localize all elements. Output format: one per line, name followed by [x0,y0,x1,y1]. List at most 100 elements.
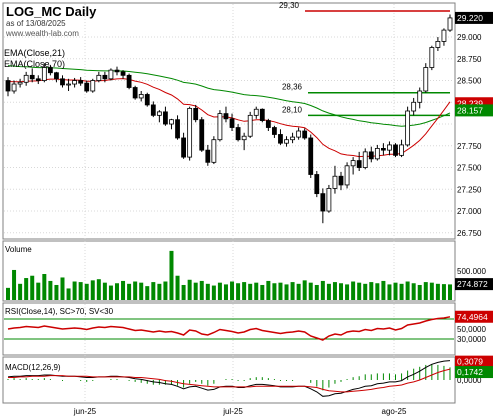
candle-body [387,144,392,151]
candle-body [241,135,247,141]
volume-bar [248,283,253,300]
candle-body [399,144,404,156]
candle-body [181,137,186,158]
candle-body [120,71,126,76]
candle-body [35,78,41,81]
axis-labels: 29.00028.75028.50028.25027.75027.50027.2… [73,11,493,416]
volume-bar [399,283,404,300]
candles [5,14,453,224]
candle-body [138,94,144,99]
x-tick-label: ago-25 [382,407,407,416]
candle-body [90,80,96,92]
candle-body [108,69,114,80]
ema70-line [7,65,451,127]
volume-bar [290,282,295,300]
rsi-tick-label: 30,0000 [457,335,486,344]
candle-body [411,101,417,112]
candle-body [175,119,180,139]
candle-body [17,81,23,85]
volume-bar [417,284,422,300]
volume-bar [393,282,398,300]
volume-bar [36,282,41,300]
level-label: 28,36 [282,83,303,92]
volume-bar [30,275,35,300]
volume-tick-label: 500.000 [457,267,486,276]
candle-body [314,174,320,195]
signal-last-label: 0,1742 [457,367,483,377]
volume-bar [151,282,156,300]
candle-body [223,113,229,120]
volume-bar [441,284,446,300]
volume-bar [102,282,107,300]
candle-body [54,72,59,80]
volume-bar [12,269,17,300]
candle-body [350,160,356,167]
macd-label: MACD(12,26,9) [5,363,61,372]
volume-bar [157,283,162,300]
volume-bar [18,283,23,300]
price-tick-label: 28.500 [457,77,482,86]
level-label: 29,30 [279,1,300,10]
candle-body [5,80,11,92]
candle-body [66,83,71,86]
volume-bar [96,279,101,300]
macd-last-label: 0,3079 [457,357,483,367]
volume-pane [2,240,456,302]
candle-body [78,80,84,84]
volume-bar [296,283,301,300]
volume-bar [369,282,374,300]
volume-bar [339,283,344,300]
candle-body [374,148,380,160]
candle-body [84,82,90,92]
candle-body [229,118,235,128]
candle-body [308,137,314,175]
volume-bar [223,284,228,300]
volume-bar [351,281,356,300]
volume-bar [429,282,434,300]
candle-body [278,134,283,144]
candle-body [259,108,265,121]
volume-last-label-box [455,278,493,291]
volume-bar [42,274,47,300]
candle-body [235,127,241,141]
candle-body [47,67,53,74]
candle-body [296,130,302,138]
candle-body [338,175,344,186]
volume-bar [448,284,452,300]
candle-body [284,139,289,144]
volume-bar [320,280,325,300]
volume-bar [302,280,307,300]
candle-body [193,107,199,121]
volume-bar [260,284,265,300]
candle-body [96,74,102,81]
candle-body [150,104,156,116]
candle-body [187,107,193,158]
volume-bar [205,283,210,300]
candle-body [356,160,362,168]
candle-body [60,78,65,86]
volume-bar [54,284,59,300]
macd-last-label-box [455,355,493,368]
ema21-legend: EMA(Close,21) [4,48,65,58]
level-label: 28,10 [282,105,303,114]
candle-body [429,47,435,68]
last-price-label-box [455,11,493,24]
volume-bar [284,284,289,300]
price-tick-label: 27.250 [457,185,482,194]
candle-body [29,74,35,80]
level-lines: 29,30 28,36 28,10 [279,1,450,117]
volume-bars [6,250,452,300]
price-tick-label: 27.000 [457,207,482,216]
rsi-tick-label: 50,0000 [457,325,486,334]
volume-bar [181,284,186,300]
last-price-label: 29.220 [457,13,483,23]
candle-body [417,90,423,103]
macd-line [7,360,451,397]
volume-bar [60,277,65,300]
candle-body [362,151,368,168]
volume-bar [175,275,180,300]
candle-body [272,127,277,135]
volume-bar [114,283,119,300]
price-tick-label: 26.750 [457,229,482,238]
volume-bar [254,282,259,300]
